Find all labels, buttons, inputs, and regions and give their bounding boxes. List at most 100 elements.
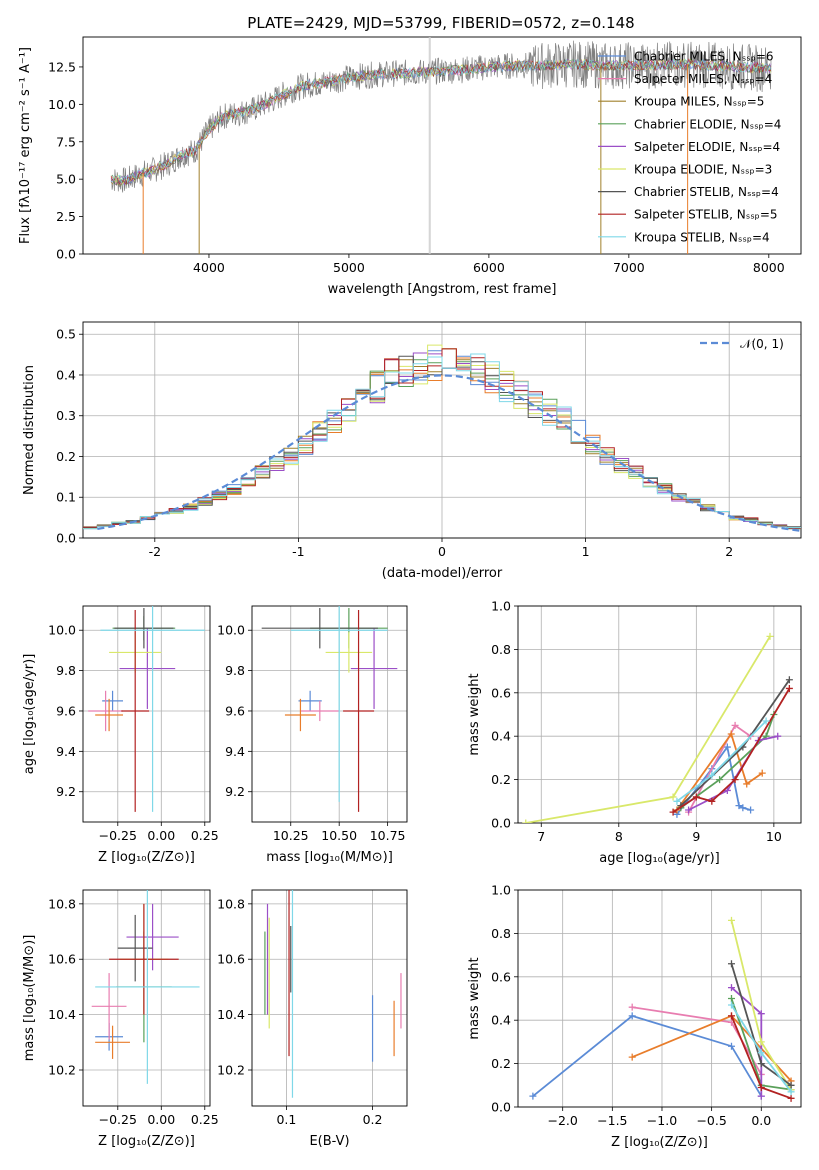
mass-weight-marker (727, 1001, 735, 1009)
x-tick-label: 7 (537, 829, 545, 844)
x-axis-label: (data-model)/error (382, 566, 503, 581)
y-tick-label: 1.0 (491, 883, 511, 898)
residual-histogram-axes: -2 -1 0 1 2 0.0 0.1 0.2 0.3 0.4 0.5 (data-model)/er… (22, 321, 802, 581)
mass-weight-marker (757, 1049, 765, 1057)
mass-weight-marker (757, 1060, 765, 1068)
y-tick-label: 10.8 (48, 896, 76, 911)
mass-weight-marker (727, 1042, 735, 1050)
y-tick-label: 0.2 (56, 449, 76, 464)
y-tick-label: 0.4 (491, 729, 511, 744)
mass-weight-line (680, 714, 775, 809)
y-axis-label: Normed distribution (22, 365, 37, 495)
figure-title: PLATE=2429, MJD=53799, FIBERID=0572, z=0… (247, 14, 634, 32)
x-tick-label: 6000 (473, 260, 505, 275)
legend-entry: Salpeter ELODIE, Nₛₛₚ=4 (634, 140, 780, 154)
y-axis-label: mass weight (467, 673, 482, 755)
y-tick-label: 10.6 (48, 952, 76, 967)
mass-weight-marker (669, 808, 677, 816)
mass-weight-marker (731, 721, 739, 729)
y-tick-label: 0.3 (56, 408, 76, 423)
x-axis-label: Z [log₁₀(Z/Z⊙)] (98, 1134, 195, 1149)
y-tick-label: 0.5 (56, 327, 76, 342)
mass-weight-marker (727, 1012, 735, 1020)
mass-weight-marker (628, 1053, 636, 1061)
mass-vs-EBV-axes: 0.1 0.2 10.2 10.4 10.6 10.8 E(B-V) (217, 889, 408, 1149)
mass-weight-marker (673, 797, 681, 805)
x-tick-label: 0.00 (147, 1112, 175, 1127)
mass-weight-marker (747, 806, 755, 814)
legend-entry: Salpeter STELIB, Nₛₛₚ=5 (634, 208, 778, 222)
mass-weight-marker (708, 797, 716, 805)
x-tick-label: -1 (292, 544, 304, 559)
mass-weight-marker (757, 1083, 765, 1091)
y-tick-label: 0.4 (491, 1013, 511, 1028)
mass-weight-marker (735, 802, 743, 810)
mass-weight-marker (727, 730, 735, 738)
y-tick-label: 10.2 (217, 1063, 245, 1078)
mass-weight-marker (727, 984, 735, 992)
x-tick-label: 0.25 (191, 828, 219, 843)
y-tick-label: 10.8 (217, 896, 245, 911)
masked-region (428, 37, 431, 254)
mass-weight-marker (723, 743, 731, 751)
x-tick-label: 0.2 (363, 1112, 383, 1127)
x-axis-label: mass [log₁₀(M/M⊙)] (266, 850, 393, 865)
y-tick-label: 12.5 (48, 59, 76, 74)
axes-frame (517, 605, 802, 824)
x-tick-label: 9 (692, 829, 700, 844)
y-tick-label: 10.4 (217, 1007, 245, 1022)
y-tick-label: 10.2 (48, 1063, 76, 1078)
mass-weight-vs-age-axes: 7 8 9 10 0.0 0.2 0.4 0.6 0.8 1.0 age [log₁₀(age/yr… (467, 599, 802, 866)
y-tick-label: 9.6 (56, 703, 76, 718)
y-tick-label: 0.0 (56, 247, 76, 262)
mass-weight-marker (708, 771, 716, 779)
legend-entry: Salpeter MILES, Nₛₛₚ=4 (634, 72, 772, 86)
y-axis-label: mass weight (467, 957, 482, 1039)
x-tick-label: 10 (766, 829, 782, 844)
legend-entry: 𝒩(0, 1) (740, 337, 784, 351)
plot-area (88, 606, 205, 812)
x-tick-label: 8 (615, 829, 623, 844)
x-tick-label: 1 (582, 544, 590, 559)
spectrum-axes: 4000 5000 6000 7000 8000 0.0 2.5 5.0 7.5 10.0 12.5… (18, 36, 802, 297)
mass-weight-marker (727, 916, 735, 924)
y-tick-label: 0.0 (491, 1100, 511, 1115)
y-tick-label: 0.4 (56, 367, 76, 382)
observed-flux-line (110, 40, 772, 193)
y-tick-label: 10.4 (48, 1007, 76, 1022)
y-tick-label: 5.0 (56, 172, 76, 187)
x-tick-label: 2 (725, 544, 733, 559)
x-axis-label: age [log₁₀(age/yr)] (599, 851, 720, 866)
legend-entry: Chabrier MILES, Nₛₛₚ=6 (634, 50, 774, 64)
plot-area (529, 916, 795, 1102)
figure-layer: 4000 5000 6000 7000 80000.02.55.07.510.012.5… (18, 36, 802, 1150)
plot-area (110, 37, 772, 254)
mass-weight-marker (743, 780, 751, 788)
mass-weight-marker (757, 1010, 765, 1018)
y-tick-label: 1.0 (491, 599, 511, 614)
plot-area (83, 344, 801, 532)
y-tick-label: 9.4 (56, 744, 76, 759)
mass-weight-marker (757, 1092, 765, 1100)
mass-weight-marker (787, 1088, 795, 1096)
axes-frame (82, 605, 211, 823)
x-tick-label: −1.0 (647, 1113, 677, 1128)
axes-frame (82, 889, 211, 1107)
mass-weight-marker (669, 793, 677, 801)
plot-area (522, 632, 793, 823)
x-tick-label: 8000 (753, 260, 785, 275)
x-tick-label: −1.5 (597, 1113, 627, 1128)
mass-weight-marker (685, 806, 693, 814)
mass-weight-marker (716, 776, 724, 784)
x-tick-label: -2 (149, 544, 161, 559)
mass-weight-marker (758, 769, 766, 777)
legend-entry: Chabrier STELIB, Nₛₛₚ=4 (634, 185, 779, 199)
x-tick-label: 5000 (333, 260, 365, 275)
mass-weight-marker (727, 960, 735, 968)
mass-vs-Z-axes: −0.25 0.00 0.25 10.2 10.4 10.6 10.8 Z [log₁₀(Z/… (22, 889, 219, 1149)
y-tick-label: 7.5 (56, 134, 76, 149)
mass-weight-vs-Z-axes: −2.0 −1.5 −1.0 −0.5 0.0 0.0 0.2 0.4 0.6 0.8 1.0 Z [… (467, 883, 802, 1150)
y-tick-label: 0.0 (56, 531, 76, 546)
x-tick-label: 10.50 (321, 828, 357, 843)
